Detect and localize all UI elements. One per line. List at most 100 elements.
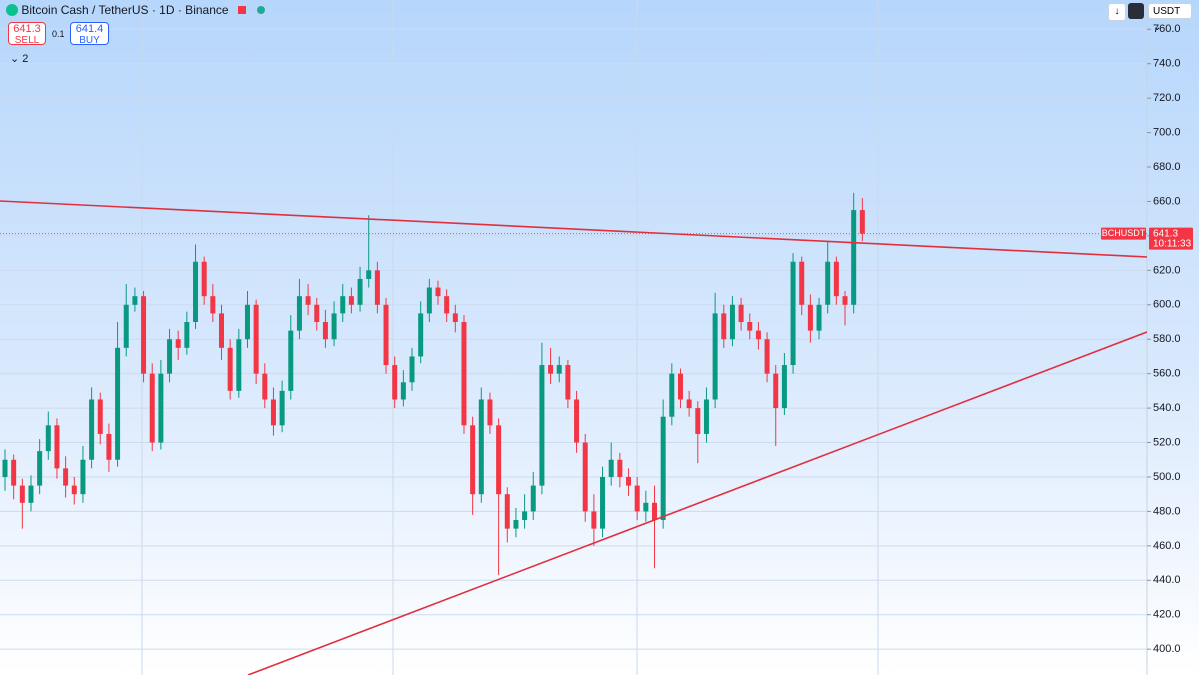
candle-body: [426, 287, 432, 314]
candle-body: [790, 261, 796, 366]
candle-body: [738, 304, 744, 323]
y-tick-label: 720.0: [1153, 92, 1181, 104]
candle-body: [721, 313, 727, 340]
candle-body: [106, 433, 112, 460]
candle-body: [314, 304, 320, 323]
candle-body: [236, 339, 242, 391]
candle-body: [617, 459, 623, 477]
candle-body: [54, 425, 60, 469]
currency-select[interactable]: USDT ⌄: [1148, 3, 1192, 33]
y-tick-label: 440.0: [1153, 574, 1181, 586]
sell-price: 641.3: [13, 23, 41, 35]
candle-body: [522, 511, 528, 521]
y-tick-label: 580.0: [1153, 333, 1181, 345]
candle-body: [322, 322, 328, 340]
candle-body: [591, 511, 597, 529]
candle-body: [444, 296, 450, 314]
candle-body: [799, 261, 805, 305]
candle-body: [747, 322, 753, 331]
candle-body: [859, 210, 865, 234]
candle-body: [19, 485, 25, 503]
candle-body: [496, 425, 502, 495]
flag-icon[interactable]: [237, 6, 246, 14]
candle-body: [253, 304, 259, 374]
candle-body: [400, 382, 406, 400]
candle-body: [279, 390, 285, 426]
candle-body: [340, 296, 346, 314]
candle-body: [600, 476, 606, 529]
candle-body: [513, 520, 519, 529]
candle-body: [63, 468, 69, 486]
candle-body: [435, 287, 441, 297]
sell-button[interactable]: 641.3 SELL: [8, 22, 46, 46]
candle-body: [262, 373, 268, 400]
candle-body: [296, 296, 302, 331]
candle-body: [244, 304, 250, 340]
symbol-title: Bitcoin Cash / TetherUS · 1D · Binance: [21, 3, 229, 17]
candle-body: [574, 399, 580, 443]
candle-body: [470, 425, 476, 495]
candle-body: [669, 373, 675, 417]
candle-body: [184, 322, 190, 348]
candle-body: [816, 304, 822, 331]
candle-body: [478, 399, 484, 495]
y-tick-label: 660.0: [1153, 195, 1181, 207]
candle-body: [288, 330, 294, 391]
candle-body: [37, 451, 43, 486]
y-tick-label: 520.0: [1153, 436, 1181, 448]
candle-body: [755, 330, 761, 340]
candle-body: [764, 339, 770, 374]
candle-body: [677, 373, 683, 400]
candle-body: [374, 270, 380, 305]
screenshot-button[interactable]: [1128, 3, 1144, 19]
candle-body: [392, 365, 398, 400]
candle-body: [781, 365, 787, 409]
buy-button[interactable]: 641.4 BUY: [70, 22, 109, 46]
y-tick-label: 500.0: [1153, 471, 1181, 483]
candle-body: [28, 485, 34, 503]
buy-price: 641.4: [75, 23, 104, 35]
y-tick-label: 740.0: [1153, 58, 1181, 70]
candle-body: [270, 399, 276, 426]
candle-body: [582, 442, 588, 512]
y-tick-label: 460.0: [1153, 540, 1181, 552]
indicators-toggle[interactable]: ⌄ 2: [10, 53, 29, 65]
candle-body: [193, 261, 199, 323]
last-price-label: 641.3: [1153, 228, 1178, 239]
candle-body: [851, 210, 857, 305]
candle-body: [210, 296, 216, 314]
candle-body: [729, 304, 735, 340]
candle-body: [418, 313, 424, 357]
candle-body: [383, 304, 389, 366]
candle-body: [565, 365, 571, 400]
candle-body: [366, 270, 372, 279]
y-tick-label: 540.0: [1153, 402, 1181, 414]
candle-body: [409, 356, 415, 383]
sell-label: SELL: [14, 35, 40, 46]
y-tick-label: 420.0: [1153, 609, 1181, 621]
candle-body: [227, 347, 233, 391]
candle-body: [703, 399, 709, 434]
candle-body: [97, 399, 103, 434]
candle-body: [833, 261, 839, 297]
candle-body: [158, 373, 164, 443]
candle-body: [686, 399, 692, 409]
candle-body: [634, 485, 640, 512]
y-tick-label: 400.0: [1153, 643, 1181, 655]
y-tick-label: 680.0: [1153, 161, 1181, 173]
symbol-header: Bitcoin Cash / TetherUS · 1D · Binance: [6, 3, 266, 17]
candle-body: [141, 296, 147, 374]
candle-body: [626, 476, 632, 486]
candle-body: [71, 485, 77, 495]
candle-body: [825, 261, 831, 305]
candle-body: [807, 304, 813, 331]
download-button[interactable]: ↓: [1108, 3, 1126, 21]
candle-body: [773, 373, 779, 409]
last-price-tag: [1149, 227, 1193, 250]
candle-body: [123, 304, 129, 348]
candle-body: [201, 261, 207, 297]
candle-body: [695, 408, 701, 434]
y-tick-label: 480.0: [1153, 505, 1181, 517]
candle-body: [219, 313, 224, 348]
